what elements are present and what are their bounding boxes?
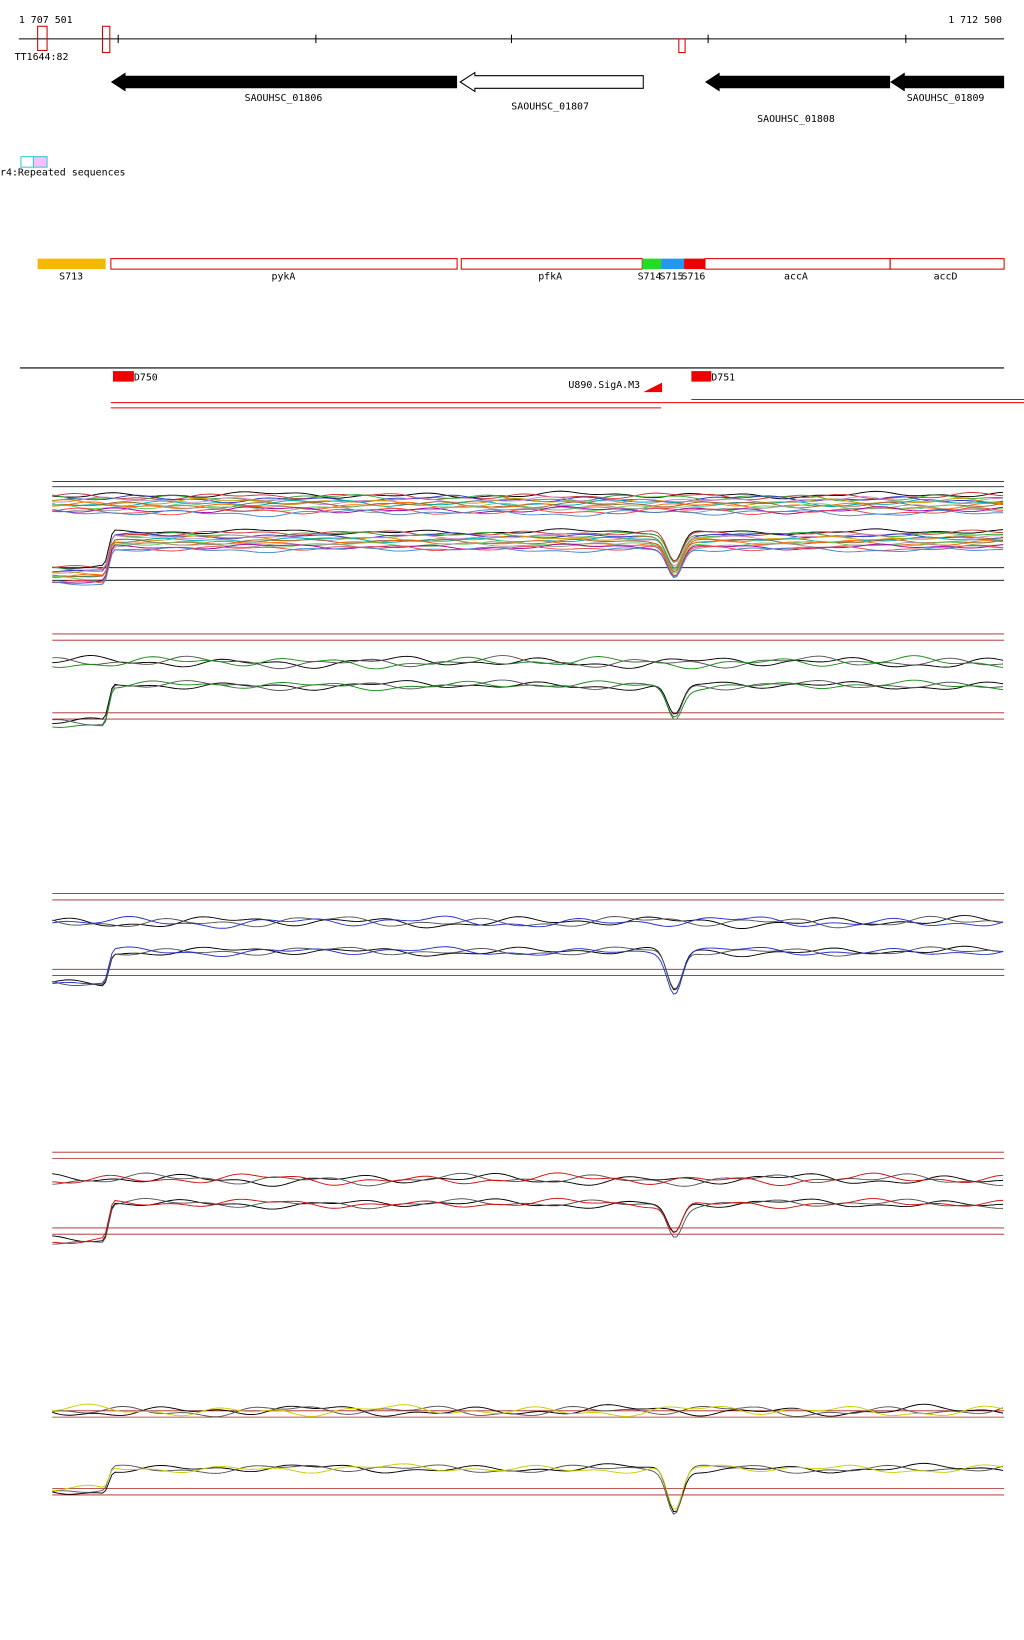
expression-trace [52,508,1004,518]
feature-box [112,371,134,382]
feature-label: D750 [134,373,158,384]
marker-label: TT1644:82 [15,52,69,63]
feature-box [691,371,712,382]
start-coordinate: 1 707 501 [19,15,73,26]
expression-trace [52,679,1004,726]
expression-trace [52,1197,1004,1244]
feature-label: D751 [711,373,735,384]
expression-trace [52,507,1004,516]
expression-trace [52,655,1004,670]
expression-trace [52,1172,1004,1187]
markers [37,25,686,54]
expression-trace [52,541,1004,584]
expression-trace [52,1198,1004,1243]
expression-trace [52,505,1004,515]
expression-trace [52,1403,1004,1417]
axis-ticks [117,34,907,44]
gene-arrow [890,72,1005,92]
expression-trace [52,501,1004,511]
expression-trace [52,1462,1004,1513]
expression-trace [52,491,1004,501]
segment-label: pykA [271,272,295,283]
expression-panels [52,481,1005,1515]
expression-trace [52,544,1004,584]
segment [704,258,891,270]
segment [460,258,643,270]
expression-trace [52,543,1004,584]
expression-trace [52,497,1004,507]
expression-trace [52,490,1004,500]
segment-label: S713 [59,272,83,283]
gene-arrow [459,71,644,93]
segment-label: accD [934,272,958,283]
repeat-box [32,156,48,168]
repeat-label: r4:Repeated sequences [0,168,126,179]
feature-arrow [643,382,663,393]
expression-trace [52,502,1004,512]
segment-label: accA [784,272,808,283]
expression-trace [52,915,1004,929]
segment [110,258,458,270]
expression-trace [52,1405,1004,1418]
expression-trace [52,535,1004,576]
feature-lines [110,398,1024,409]
gene-arrow [110,72,458,92]
expression-trace [52,529,1004,570]
expression-trace [52,539,1004,579]
segment-label: S715 [660,272,684,283]
end-coordinate: 1 712 500 [948,15,1002,26]
segment-label: S716 [682,272,706,283]
expression-trace [52,540,1004,581]
segment [684,258,705,270]
expression-trace [52,1463,1004,1510]
gene-arrow [704,72,891,92]
expression-trace [52,945,1004,991]
expression-trace [52,504,1004,514]
gene-label: SAOUHSC_01807 [511,101,589,112]
segment-label: pfkA [538,272,562,283]
expression-trace [52,546,1004,586]
expression-trace [52,1172,1004,1187]
gene-label: SAOUHSC_01806 [245,93,323,104]
segment-label: S714 [638,272,662,283]
segment [661,258,685,270]
gene-label: SAOUHSC_01809 [907,93,985,104]
expression-trace [52,679,1004,728]
feature-label: U890.SigA.M3 [568,380,640,391]
segment [642,258,662,270]
expression-trace [52,946,1004,995]
segment [889,258,1005,270]
segment [37,258,106,270]
gene-label: SAOUHSC_01808 [757,114,835,125]
expression-trace [52,1403,1004,1417]
expression-trace [52,1464,1004,1515]
expression-trace [52,915,1004,929]
repeat-box [20,156,34,168]
